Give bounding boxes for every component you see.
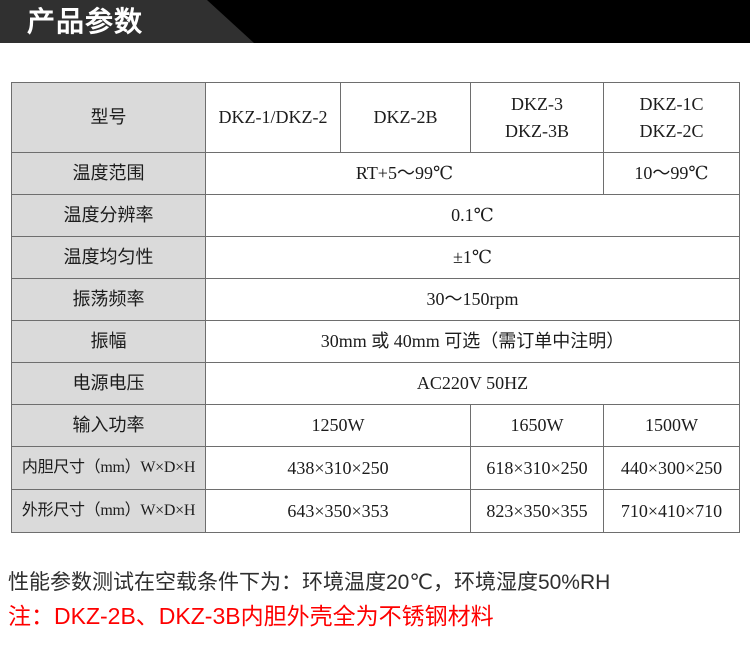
table-row-inner-dimensions: 内胆尺寸（mm）W×D×H 438×310×250 618×310×250 44… xyxy=(11,446,740,490)
banner-flag-shape xyxy=(0,0,254,43)
row-label-model: 型号 xyxy=(11,82,206,153)
model-cell: DKZ-3 DKZ-3B xyxy=(470,82,604,153)
value-cell: AC220V 50HZ xyxy=(205,362,740,405)
model-cell: DKZ-2B xyxy=(340,82,471,153)
row-label: 振荡频率 xyxy=(11,278,206,321)
value-cell: 1500W xyxy=(603,404,740,447)
value-cell: 30mm 或 40mm 可选（需订单中注明） xyxy=(205,320,740,363)
value-cell: 823×350×355 xyxy=(470,489,604,533)
value-cell: ±1℃ xyxy=(205,236,740,279)
value-cell: 618×310×250 xyxy=(470,446,604,490)
row-label: 外形尺寸（mm）W×D×H xyxy=(11,489,206,533)
value-cell: RT+5～99℃ xyxy=(205,152,604,195)
value-cell: 1650W xyxy=(470,404,604,447)
model-cell: DKZ-1C DKZ-2C xyxy=(603,82,740,153)
table-row-amplitude: 振幅 30mm 或 40mm 可选（需订单中注明） xyxy=(11,320,740,363)
row-label: 温度范围 xyxy=(11,152,206,195)
table-row-outer-dimensions: 外形尺寸（mm）W×D×H 643×350×353 823×350×355 71… xyxy=(11,489,740,533)
value-cell: 0.1℃ xyxy=(205,194,740,237)
row-label: 温度分辨率 xyxy=(11,194,206,237)
row-label: 振幅 xyxy=(11,320,206,363)
material-note: 注：DKZ-2B、DKZ-3B内胆外壳全为不锈钢材料 xyxy=(8,603,494,629)
value-cell: 643×350×353 xyxy=(205,489,471,533)
table-row-temp-resolution: 温度分辨率 0.1℃ xyxy=(11,194,740,237)
value-cell: 30～150rpm xyxy=(205,278,740,321)
value-cell: 440×300×250 xyxy=(603,446,740,490)
section-banner: 产品参数 xyxy=(0,0,750,43)
table-row-oscillation-frequency: 振荡频率 30～150rpm xyxy=(11,278,740,321)
model-cell: DKZ-1/DKZ-2 xyxy=(205,82,341,153)
table-row-power-voltage: 电源电压 AC220V 50HZ xyxy=(11,362,740,405)
row-label: 电源电压 xyxy=(11,362,206,405)
product-spec-table: 型号 DKZ-1/DKZ-2 DKZ-2B DKZ-3 DKZ-3B DKZ-1… xyxy=(11,82,740,533)
row-label: 温度均匀性 xyxy=(11,236,206,279)
test-conditions-note: 性能参数测试在空载条件下为：环境温度20℃，环境湿度50%RH xyxy=(8,571,611,594)
section-title: 产品参数 xyxy=(27,6,144,37)
table-row-models: 型号 DKZ-1/DKZ-2 DKZ-2B DKZ-3 DKZ-3B DKZ-1… xyxy=(11,82,740,153)
row-label: 输入功率 xyxy=(11,404,206,447)
table-row-input-power: 输入功率 1250W 1650W 1500W xyxy=(11,404,740,447)
table-row-temp-uniformity: 温度均匀性 ±1℃ xyxy=(11,236,740,279)
value-cell: 1250W xyxy=(205,404,471,447)
row-label: 内胆尺寸（mm）W×D×H xyxy=(11,446,206,490)
table-row-temp-range: 温度范围 RT+5～99℃ 10～99℃ xyxy=(11,152,740,195)
value-cell: 710×410×710 xyxy=(603,489,740,533)
value-cell: 10～99℃ xyxy=(603,152,740,195)
value-cell: 438×310×250 xyxy=(205,446,471,490)
